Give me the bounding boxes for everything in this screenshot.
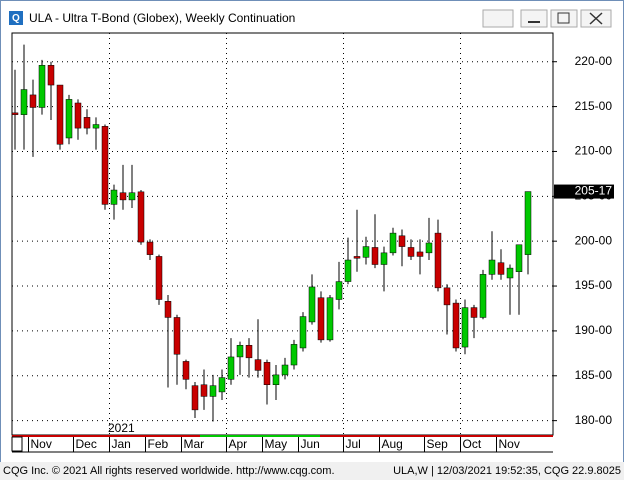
- candle-body: [353, 256, 361, 259]
- candle-body: [65, 99, 73, 139]
- candle-body: [470, 307, 478, 318]
- maximize-glyph: [557, 12, 570, 24]
- y-tick-label: 185-00: [575, 368, 613, 382]
- candle-body: [218, 377, 226, 393]
- candle-body: [92, 124, 100, 129]
- last-price-label: 205-17: [575, 184, 613, 198]
- candle-body: [200, 384, 208, 397]
- candle-body: [83, 117, 91, 129]
- candle-body: [119, 192, 127, 201]
- candle-body: [146, 241, 154, 255]
- y-tick-label: 180-00: [575, 413, 613, 427]
- candle-body: [47, 65, 55, 86]
- candle-body: [488, 259, 496, 275]
- candle-body: [227, 356, 235, 380]
- candle-body: [281, 364, 289, 376]
- x-tick-label: Nov: [499, 437, 520, 451]
- candle-body: [371, 247, 379, 265]
- candle-body: [407, 247, 415, 257]
- candle-body: [74, 102, 82, 129]
- minimize-button[interactable]: [520, 9, 548, 28]
- candle-body: [506, 267, 514, 279]
- footer-right: ULA,W | 12/03/2021 19:52:35, CQG 22.9.80…: [393, 465, 621, 477]
- candle-body: [389, 232, 397, 254]
- candle-body: [515, 244, 523, 272]
- candle-body: [380, 252, 388, 265]
- x-tick-label: Oct: [463, 437, 482, 451]
- y-tick-label: 195-00: [575, 278, 613, 292]
- candle-body: [452, 302, 460, 349]
- x-tick-label: Feb: [148, 437, 169, 451]
- x-tick-label: Aug: [382, 437, 403, 451]
- x-tick-label: Mar: [184, 437, 205, 451]
- x-tick-label: May: [265, 437, 288, 451]
- app-icon: [9, 11, 23, 25]
- y-tick-label: 215-00: [575, 99, 613, 113]
- app-icon-glyph: Q: [12, 13, 20, 24]
- candle-body: [326, 297, 334, 341]
- candle-body: [209, 385, 217, 397]
- close-glyph: [589, 12, 603, 25]
- candle-body: [236, 345, 244, 358]
- candle-body: [461, 307, 469, 348]
- candle-body: [245, 345, 253, 359]
- candle-body: [128, 192, 136, 201]
- candle-body: [308, 286, 316, 323]
- candle-body: [335, 281, 343, 300]
- candle-body: [101, 126, 109, 205]
- x-tick-label: Jun: [301, 437, 320, 451]
- candle-body: [191, 385, 199, 411]
- candle-body: [110, 189, 118, 205]
- candle-body: [56, 84, 64, 145]
- candle-body: [137, 191, 145, 243]
- x-tick-label: Sep: [427, 437, 449, 451]
- status-bar: [0, 462, 624, 480]
- y-tick-label: 220-00: [575, 54, 613, 68]
- candle-body: [362, 246, 370, 258]
- session-bar-green: [200, 435, 320, 437]
- x-tick-label: Apr: [229, 437, 248, 451]
- candle-body: [317, 297, 325, 341]
- candle-body: [272, 374, 280, 385]
- last-price-box: [554, 184, 614, 199]
- candle-body: [425, 242, 433, 254]
- x-tick-label: Dec: [76, 437, 97, 451]
- candle-body: [290, 344, 298, 366]
- candle-body: [434, 232, 442, 289]
- y-tick-label: 190-00: [575, 323, 613, 337]
- y-tick-label: 210-00: [575, 144, 613, 158]
- year-label: 2021: [108, 421, 135, 435]
- candle-body: [344, 259, 352, 282]
- candle-body: [263, 362, 271, 385]
- y-tick-label: 200-00: [575, 233, 613, 247]
- candle-body: [164, 301, 172, 318]
- x-tick-label: Jul: [346, 437, 361, 451]
- candle-body: [29, 94, 37, 108]
- window-title: ULA - Ultra T-Bond (Globex), Weekly Cont…: [29, 11, 295, 25]
- scroll-box[interactable]: [11, 436, 23, 452]
- candle-body: [398, 235, 406, 247]
- link-button[interactable]: [482, 9, 514, 28]
- x-tick-label: Jan: [112, 437, 131, 451]
- candle-body: [182, 361, 190, 380]
- footer-left: CQG Inc. © 2021 All rights reserved worl…: [3, 465, 335, 477]
- candle-body: [299, 316, 307, 349]
- candle-body: [11, 112, 19, 115]
- candle-body: [416, 251, 424, 257]
- candle-body: [524, 191, 532, 255]
- candle-body: [254, 359, 262, 371]
- candle-body: [38, 65, 46, 108]
- candle-body: [497, 262, 505, 275]
- candle-body: [20, 89, 28, 115]
- x-tick-label: Nov: [31, 437, 52, 451]
- candle-body: [173, 317, 181, 355]
- candle-body: [155, 256, 163, 300]
- candle-body: [479, 274, 487, 318]
- candle-body: [443, 287, 451, 306]
